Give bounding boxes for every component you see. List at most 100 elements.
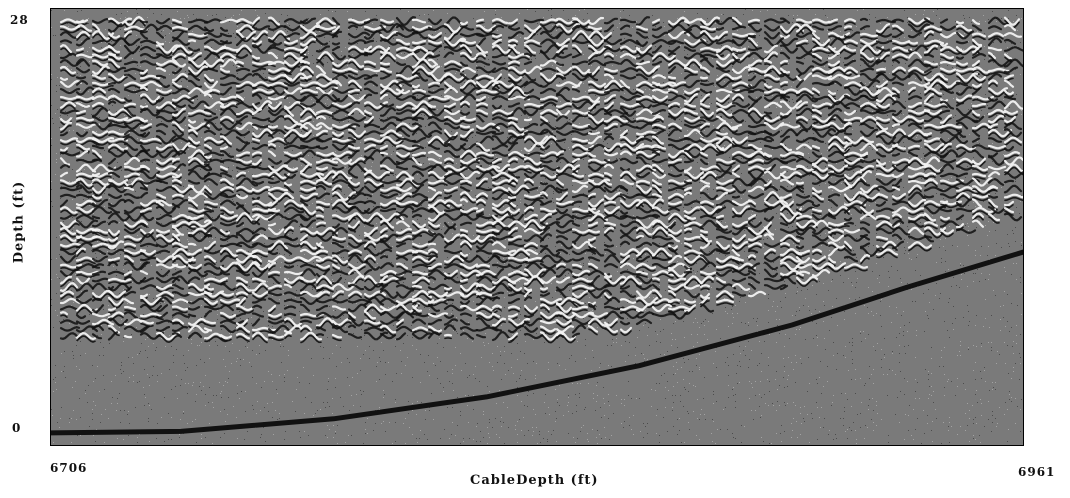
noise-dot <box>555 173 556 174</box>
noise-dot <box>813 87 814 88</box>
noise-dot <box>819 94 820 95</box>
noise-dot <box>1007 409 1008 410</box>
noise-dot <box>160 214 161 215</box>
noise-dot <box>209 241 210 242</box>
noise-dot <box>75 381 76 382</box>
noise-dot <box>219 90 220 91</box>
noise-dot <box>507 161 508 162</box>
noise-dot <box>71 69 72 70</box>
noise-dot <box>60 154 61 155</box>
noise-dot <box>904 239 905 240</box>
noise-dot <box>815 121 816 122</box>
noise-dot <box>228 378 229 379</box>
noise-dot <box>811 197 812 198</box>
noise-dot <box>503 402 504 403</box>
noise-dot <box>459 81 460 82</box>
noise-dot <box>839 242 840 243</box>
noise-dot <box>941 262 942 263</box>
noise-dot <box>209 345 210 346</box>
noise-dot <box>352 54 353 55</box>
noise-dot <box>968 349 969 350</box>
noise-dot <box>283 58 284 59</box>
noise-dot <box>688 258 689 259</box>
noise-dot <box>857 278 858 279</box>
noise-dot <box>687 411 688 412</box>
noise-dot <box>504 363 505 364</box>
noise-dot <box>960 137 961 138</box>
noise-dot <box>388 195 389 196</box>
noise-dot <box>151 265 152 266</box>
noise-dot <box>872 291 873 292</box>
noise-dot <box>387 127 388 128</box>
noise-dot <box>635 89 636 90</box>
noise-dot <box>435 191 436 192</box>
noise-dot <box>389 98 390 99</box>
noise-dot <box>556 234 557 235</box>
noise-dot <box>785 293 786 294</box>
noise-dot <box>51 409 52 410</box>
noise-dot <box>563 318 564 319</box>
noise-dot <box>965 225 966 226</box>
noise-dot <box>643 325 644 326</box>
noise-dot <box>359 97 360 98</box>
noise-dot <box>680 107 681 108</box>
noise-dot <box>1013 341 1014 342</box>
noise-dot <box>739 301 740 302</box>
noise-dot <box>236 290 237 291</box>
noise-dot <box>836 226 837 227</box>
noise-dot <box>252 405 253 406</box>
noise-dot <box>341 362 342 363</box>
noise-dot <box>833 342 834 343</box>
noise-dot <box>408 11 409 12</box>
noise-dot <box>335 310 336 311</box>
noise-dot <box>1023 115 1024 116</box>
noise-dot <box>1019 155 1020 156</box>
noise-dot <box>189 250 190 251</box>
noise-dot <box>523 229 524 230</box>
noise-dot <box>501 17 502 18</box>
noise-dot <box>860 49 861 50</box>
noise-dot <box>51 74 52 75</box>
noise-dot <box>296 290 297 291</box>
noise-dot <box>201 66 202 67</box>
noise-dot <box>876 170 877 171</box>
noise-dot <box>121 170 122 171</box>
noise-dot <box>736 17 737 18</box>
noise-dot <box>903 187 904 188</box>
noise-dot <box>120 369 121 370</box>
noise-dot <box>237 26 238 27</box>
noise-dot <box>903 142 904 143</box>
noise-dot <box>939 65 940 66</box>
noise-dot <box>821 407 822 408</box>
noise-dot <box>733 119 734 120</box>
noise-dot <box>720 273 721 274</box>
noise-dot <box>1013 233 1014 234</box>
noise-dot <box>828 201 829 202</box>
noise-dot <box>751 283 752 284</box>
noise-dot <box>475 378 476 379</box>
noise-dot <box>209 341 210 342</box>
noise-dot <box>713 403 714 404</box>
noise-dot <box>185 27 186 28</box>
noise-dot <box>196 365 197 366</box>
noise-dot <box>721 221 722 222</box>
noise-dot <box>779 385 780 386</box>
noise-dot <box>260 233 261 234</box>
noise-dot <box>951 381 952 382</box>
noise-dot <box>664 373 665 374</box>
noise-dot <box>161 89 162 90</box>
noise-dot <box>781 49 782 50</box>
noise-dot <box>953 329 954 330</box>
noise-dot <box>952 245 953 246</box>
noise-dot <box>919 398 920 399</box>
noise-dot <box>104 389 105 390</box>
noise-dot <box>772 306 773 307</box>
noise-dot <box>235 327 236 328</box>
noise-dot <box>793 402 794 403</box>
noise-dot <box>684 50 685 51</box>
noise-dot <box>608 401 609 402</box>
noise-dot <box>548 362 549 363</box>
noise-dot <box>1016 335 1017 336</box>
noise-dot <box>131 319 132 320</box>
noise-dot <box>565 39 566 40</box>
